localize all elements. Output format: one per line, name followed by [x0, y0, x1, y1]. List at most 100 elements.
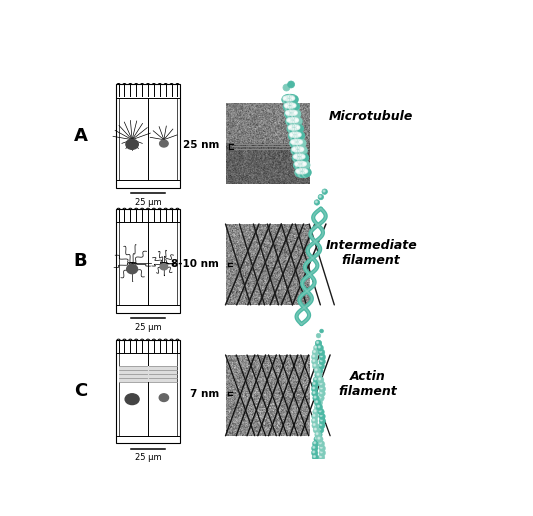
Circle shape: [303, 169, 305, 171]
Text: A: A: [74, 127, 87, 145]
Circle shape: [297, 132, 305, 139]
Circle shape: [289, 118, 291, 120]
Circle shape: [312, 441, 319, 447]
Circle shape: [285, 97, 293, 105]
Circle shape: [290, 147, 298, 154]
Circle shape: [289, 139, 297, 147]
Circle shape: [298, 165, 301, 167]
Circle shape: [291, 111, 300, 120]
Circle shape: [288, 123, 296, 132]
Circle shape: [286, 99, 288, 101]
Circle shape: [295, 167, 303, 175]
Circle shape: [290, 103, 293, 105]
Circle shape: [294, 141, 302, 149]
Circle shape: [292, 130, 300, 138]
Circle shape: [296, 125, 304, 133]
Circle shape: [300, 147, 303, 150]
Circle shape: [317, 367, 323, 374]
Circle shape: [320, 424, 322, 425]
Circle shape: [290, 95, 293, 98]
Circle shape: [290, 99, 293, 101]
Circle shape: [286, 95, 288, 98]
Circle shape: [298, 146, 306, 153]
Circle shape: [293, 103, 295, 106]
Circle shape: [313, 360, 314, 362]
Circle shape: [317, 465, 318, 466]
Circle shape: [320, 419, 322, 421]
Circle shape: [292, 141, 300, 149]
Circle shape: [311, 359, 318, 365]
Circle shape: [313, 451, 314, 453]
Circle shape: [295, 125, 303, 134]
Circle shape: [285, 104, 287, 106]
Bar: [116, 208, 180, 313]
Circle shape: [295, 170, 303, 178]
Circle shape: [292, 148, 294, 151]
Circle shape: [300, 146, 308, 154]
Circle shape: [318, 395, 324, 401]
Circle shape: [299, 152, 307, 160]
Circle shape: [295, 124, 303, 132]
Text: 25 μm: 25 μm: [135, 198, 161, 207]
Circle shape: [295, 127, 298, 130]
Circle shape: [283, 96, 286, 99]
Circle shape: [318, 437, 320, 439]
Circle shape: [319, 442, 321, 444]
Circle shape: [295, 156, 297, 159]
Circle shape: [294, 132, 296, 134]
Circle shape: [319, 378, 320, 380]
Circle shape: [318, 401, 319, 402]
Circle shape: [296, 119, 298, 122]
Circle shape: [297, 152, 305, 160]
Circle shape: [301, 168, 304, 171]
Text: Microtubule: Microtubule: [329, 110, 414, 123]
Circle shape: [313, 414, 315, 416]
Circle shape: [320, 456, 321, 457]
Circle shape: [301, 148, 304, 150]
Text: Intermediate
filament: Intermediate filament: [325, 239, 417, 267]
Circle shape: [293, 148, 295, 150]
Circle shape: [295, 155, 303, 164]
Circle shape: [294, 134, 302, 141]
Circle shape: [319, 449, 326, 456]
Circle shape: [284, 109, 292, 118]
Circle shape: [303, 162, 305, 164]
Circle shape: [320, 360, 322, 362]
Circle shape: [281, 95, 289, 103]
Circle shape: [285, 101, 293, 109]
Circle shape: [313, 427, 320, 433]
Circle shape: [318, 460, 320, 462]
Circle shape: [288, 113, 291, 116]
Circle shape: [318, 409, 324, 415]
Circle shape: [289, 116, 297, 124]
Circle shape: [295, 154, 297, 157]
Circle shape: [286, 118, 294, 126]
Circle shape: [292, 134, 300, 141]
Circle shape: [315, 431, 321, 438]
Circle shape: [293, 149, 295, 151]
Circle shape: [292, 142, 294, 144]
Circle shape: [294, 139, 296, 142]
Circle shape: [318, 346, 320, 348]
Circle shape: [287, 108, 295, 117]
Bar: [116, 84, 180, 188]
Circle shape: [318, 369, 320, 370]
Circle shape: [300, 159, 308, 168]
Circle shape: [297, 167, 305, 175]
Circle shape: [312, 422, 318, 429]
Circle shape: [292, 154, 300, 162]
Circle shape: [298, 147, 301, 149]
Circle shape: [292, 135, 294, 137]
Circle shape: [294, 131, 302, 138]
Circle shape: [315, 340, 322, 347]
Circle shape: [292, 132, 294, 135]
Circle shape: [292, 126, 300, 134]
Circle shape: [289, 134, 292, 136]
Circle shape: [301, 162, 309, 170]
Circle shape: [292, 153, 300, 162]
Circle shape: [323, 190, 325, 192]
Circle shape: [301, 154, 309, 162]
Circle shape: [296, 154, 299, 156]
Circle shape: [320, 446, 322, 448]
Ellipse shape: [125, 394, 139, 405]
